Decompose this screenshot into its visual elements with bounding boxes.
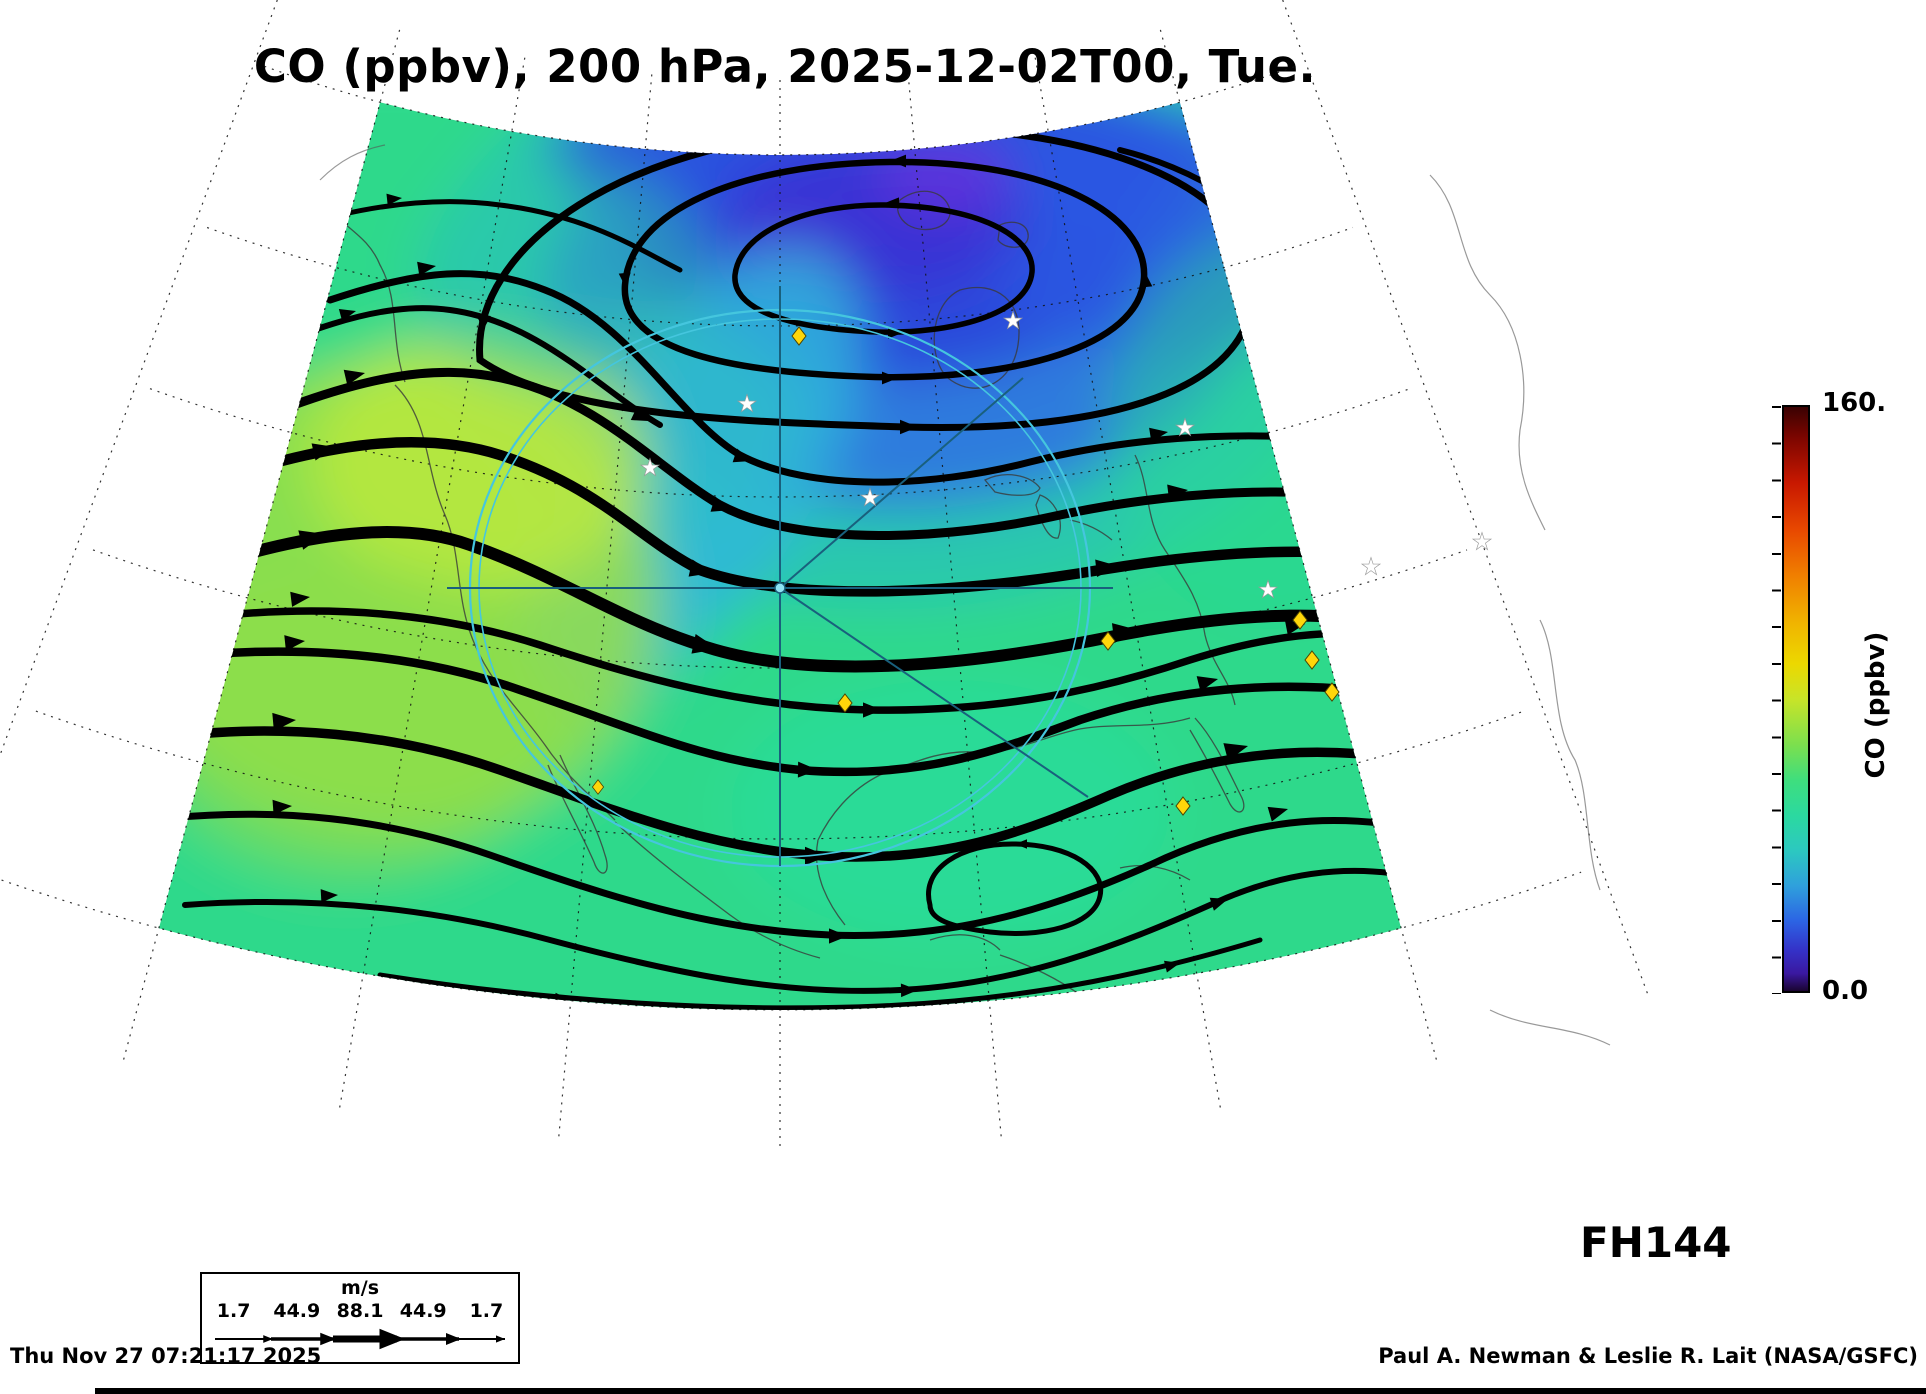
streamline <box>158 607 1402 714</box>
star-marker <box>1472 532 1492 551</box>
wind-speed-legend: m/s 1.7 44.9 88.1 44.9 1.7 <box>200 1272 520 1364</box>
center-range-ring-annotation <box>447 286 1113 868</box>
streamline <box>158 526 1402 673</box>
generation-timestamp: Thu Nov 27 07:21:17 2025 <box>10 1344 322 1368</box>
colorbar-min-label: 0.0 <box>1822 976 1869 1006</box>
streamline <box>225 367 1402 540</box>
wind-legend-value: 88.1 <box>336 1300 384 1322</box>
wind-legend-units-label: m/s <box>340 1277 380 1299</box>
colorbar <box>1782 405 1810 993</box>
streamline <box>158 437 1402 597</box>
colorbar-axis-label: CO (ppbv) <box>1861 631 1891 779</box>
star-marker <box>1361 557 1381 576</box>
diagonal-ray-ne <box>779 377 1024 589</box>
wind-legend-value: 1.7 <box>469 1300 504 1322</box>
center-point <box>774 582 786 594</box>
diagonal-ray-se <box>779 587 1089 798</box>
bottom-divider <box>95 1388 1926 1394</box>
wind-legend-value: 44.9 <box>273 1300 321 1322</box>
streamline <box>926 841 1104 936</box>
streamline <box>732 202 1035 335</box>
wind-legend-values: 1.7 44.9 88.1 44.9 1.7 <box>202 1300 518 1322</box>
wind-legend-value: 1.7 <box>216 1300 251 1322</box>
streamline <box>377 937 1263 1010</box>
colorbar-ticks <box>1772 406 1781 994</box>
streamline <box>182 867 1402 994</box>
page-title: CO (ppbv), 200 hPa, 2025-12-02T00, Tue. <box>253 40 1317 93</box>
credit-line: Paul A. Newman & Leslie R. Lait (NASA/GS… <box>1378 1344 1918 1368</box>
colorbar-max-label: 160. <box>1822 388 1887 418</box>
forecast-hour-label: FH144 <box>1580 1218 1732 1267</box>
streamline <box>326 270 1394 486</box>
margin-coastline-layer <box>319 144 1611 1046</box>
wind-legend-arrow-scale <box>215 1328 505 1350</box>
wind-legend-value: 44.9 <box>399 1300 447 1322</box>
